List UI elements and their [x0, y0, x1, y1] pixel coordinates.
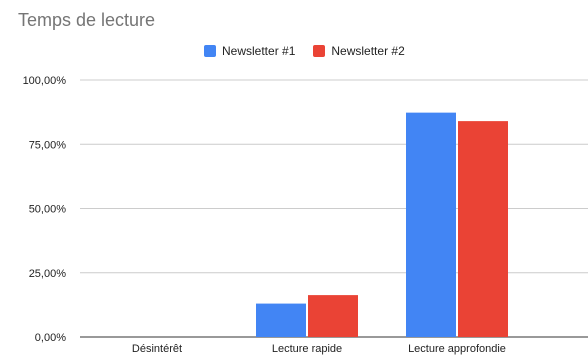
y-tick-label: 25,00%: [29, 268, 67, 280]
x-tick-label: Lecture approfondie: [408, 343, 506, 355]
x-tick-label: Lecture rapide: [272, 343, 342, 355]
legend-item-series-2[interactable]: Newsletter #2: [313, 44, 405, 58]
legend-swatch-series-2: [313, 45, 326, 57]
legend-label-series-2: Newsletter #2: [331, 44, 405, 58]
legend-swatch-series-1: [204, 45, 216, 57]
y-tick-label: 100,00%: [23, 75, 67, 87]
legend: Newsletter #1 Newsletter #2: [204, 44, 405, 58]
y-tick-label: 50,00%: [29, 204, 67, 216]
bar[interactable]: [458, 121, 508, 338]
bar[interactable]: [406, 112, 456, 337]
bar[interactable]: [256, 303, 306, 337]
y-tick-label: 0,00%: [35, 332, 66, 344]
bar[interactable]: [308, 295, 358, 337]
legend-label-series-1: Newsletter #1: [222, 44, 296, 58]
legend-item-series-1[interactable]: Newsletter #1: [204, 44, 295, 58]
chart-title: Temps de lecture: [18, 10, 156, 30]
y-tick-label: 75,00%: [29, 139, 67, 151]
x-tick-label: Désintérêt: [132, 343, 182, 355]
